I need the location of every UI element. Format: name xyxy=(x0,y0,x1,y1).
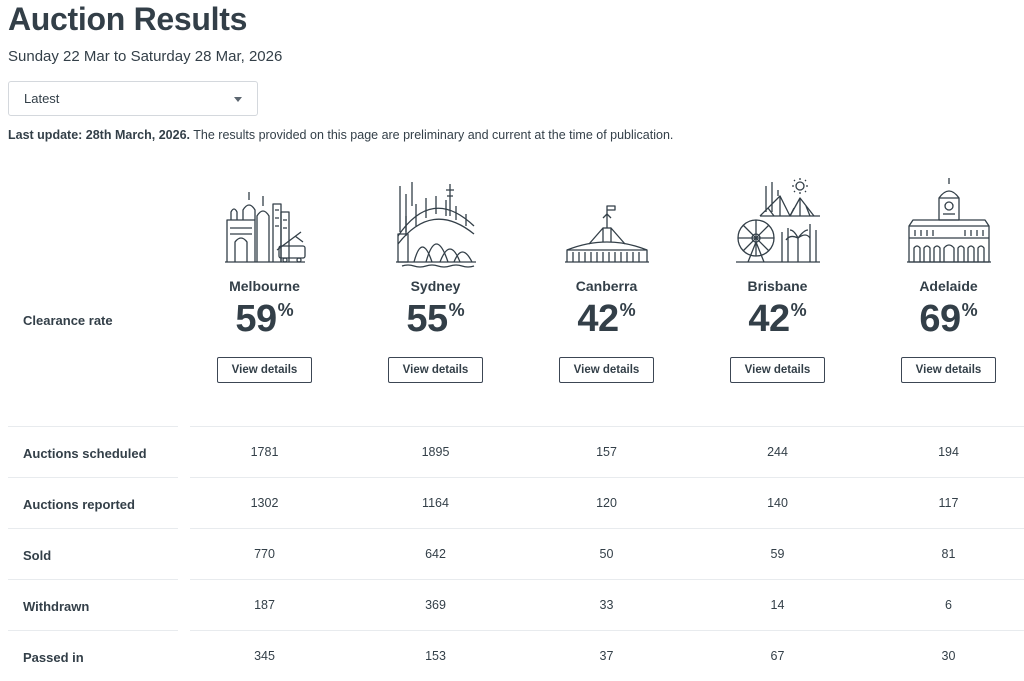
table-cell: 187 xyxy=(254,598,275,612)
row-divider-gap xyxy=(178,477,190,479)
brisbane-skyline-icon xyxy=(734,176,822,268)
clearance-rate: 69 % xyxy=(919,296,977,342)
city-column-brisbane: Brisbane 42 % View details xyxy=(692,176,863,383)
city-name: Brisbane xyxy=(747,278,808,294)
row-divider-gap xyxy=(178,528,190,530)
row-divider-gap xyxy=(178,579,190,581)
view-details-button-canberra[interactable]: View details xyxy=(559,357,654,383)
update-note-text: The results provided on this page are pr… xyxy=(190,128,674,142)
sydney-skyline-icon xyxy=(392,176,480,268)
view-details-button-adelaide[interactable]: View details xyxy=(901,357,996,383)
table-cell: 120 xyxy=(596,496,617,510)
row-divider-gap xyxy=(178,630,190,632)
date-range: Sunday 22 Mar to Saturday 28 Mar, 2026 xyxy=(8,48,283,65)
row-label: Auctions reported xyxy=(23,497,135,512)
table-cell: 30 xyxy=(941,649,956,663)
row-label: Withdrawn xyxy=(23,599,90,614)
city-name: Melbourne xyxy=(229,278,300,294)
table-cell: 14 xyxy=(770,598,785,612)
table-cell: 81 xyxy=(941,547,956,561)
table-cell: 1895 xyxy=(421,445,450,459)
update-note-label: Last update: 28th March, 2026. xyxy=(8,128,191,142)
table-cell: 117 xyxy=(938,496,959,510)
table-cell: 6 xyxy=(945,598,952,612)
view-details-button-sydney[interactable]: View details xyxy=(388,357,483,383)
adelaide-townhall-icon xyxy=(905,176,993,268)
clearance-rate: 59 % xyxy=(235,296,293,342)
table-cell: 1164 xyxy=(422,496,449,510)
table-cell: 153 xyxy=(425,649,446,663)
view-details-button-brisbane[interactable]: View details xyxy=(730,357,825,383)
table-cell: 642 xyxy=(425,547,446,561)
auction-stats-table: Auctions scheduled 1781 1895 157 244 194… xyxy=(8,426,1024,681)
percent-sign: % xyxy=(619,300,636,320)
melbourne-skyline-icon xyxy=(221,176,309,268)
percent-sign: % xyxy=(277,300,294,320)
table-row: Withdrawn 187 369 33 14 6 xyxy=(8,579,1024,630)
clearance-rate: 55 % xyxy=(406,296,464,342)
clearance-rate-value: 69 xyxy=(919,298,961,340)
page-title: Auction Results xyxy=(8,1,248,37)
table-row: Auctions reported 1302 1164 120 140 117 xyxy=(8,477,1024,528)
percent-sign: % xyxy=(790,300,807,320)
clearance-rate-value: 59 xyxy=(235,298,277,340)
table-cell: 244 xyxy=(767,445,788,459)
city-name: Adelaide xyxy=(919,278,978,294)
city-column-melbourne: Melbourne 59 % View details xyxy=(179,176,350,383)
row-label: Auctions scheduled xyxy=(23,446,147,461)
table-cell: 67 xyxy=(770,649,785,663)
table-row: Auctions scheduled 1781 1895 157 244 194 xyxy=(8,426,1024,477)
city-name: Canberra xyxy=(575,278,638,294)
percent-sign: % xyxy=(448,300,465,320)
table-cell: 37 xyxy=(599,649,614,663)
table-row: Passed in 345 153 37 67 30 xyxy=(8,630,1024,681)
row-label: Sold xyxy=(23,548,52,563)
clearance-rate: 42 % xyxy=(577,296,635,342)
row-divider-gap xyxy=(178,426,190,428)
clearance-rate-value: 42 xyxy=(748,298,790,340)
table-cell: 157 xyxy=(596,445,617,459)
table-cell: 59 xyxy=(770,547,785,561)
clearance-rate-value: 42 xyxy=(577,298,619,340)
city-column-canberra: Canberra 42 % View details xyxy=(521,176,692,383)
period-select-value: Latest xyxy=(24,91,60,106)
table-cell: 1781 xyxy=(250,445,279,459)
table-cell: 140 xyxy=(767,496,788,510)
row-label: Passed in xyxy=(23,650,84,665)
clearance-rate-value: 55 xyxy=(406,298,448,340)
table-row: Sold 770 642 50 59 81 xyxy=(8,528,1024,579)
period-select[interactable]: Latest xyxy=(8,81,258,116)
city-column-adelaide: Adelaide 69 % View details xyxy=(863,176,1024,383)
clearance-rate-label: Clearance rate xyxy=(23,313,113,328)
percent-sign: % xyxy=(961,300,978,320)
table-cell: 369 xyxy=(425,598,446,612)
table-cell: 345 xyxy=(254,649,275,663)
table-cell: 33 xyxy=(599,598,614,612)
table-cell: 1302 xyxy=(250,496,279,510)
caret-down-icon xyxy=(234,97,242,102)
table-cell: 194 xyxy=(938,445,959,459)
update-note: Last update: 28th March, 2026. The resul… xyxy=(8,126,673,144)
clearance-rate: 42 % xyxy=(748,296,806,342)
table-cell: 770 xyxy=(254,547,275,561)
city-name: Sydney xyxy=(410,278,461,294)
canberra-parliament-icon xyxy=(563,176,651,268)
table-cell: 50 xyxy=(599,547,614,561)
view-details-button-melbourne[interactable]: View details xyxy=(217,357,312,383)
city-column-sydney: Sydney 55 % View details xyxy=(350,176,521,383)
